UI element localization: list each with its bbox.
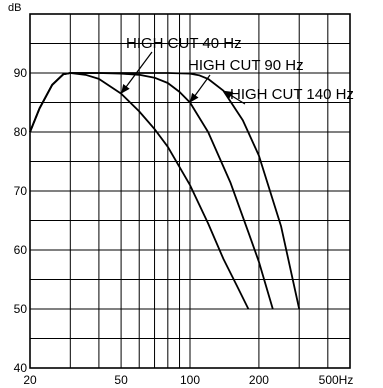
annotation-label-3: HIGH CUT 140 Hz xyxy=(230,86,354,103)
y-tick-labels: 40 50 60 70 80 90 xyxy=(14,66,28,375)
plot-frame xyxy=(29,13,351,369)
y-tick-label: 40 xyxy=(14,361,28,375)
annotation-arrowhead-3 xyxy=(223,90,234,99)
y-tick-label: 80 xyxy=(14,125,28,139)
y-tick-label: 70 xyxy=(14,184,28,198)
annotation-arrowhead-1 xyxy=(121,84,130,94)
x-tick-label: 200 xyxy=(249,373,269,387)
annotation-arrowhead-2 xyxy=(190,92,199,103)
response-curves xyxy=(29,72,301,310)
x-tick-label: 50 xyxy=(114,373,128,387)
x-tick-label: 100 xyxy=(180,373,200,387)
y-tick-label: 60 xyxy=(14,243,28,257)
series-line-3 xyxy=(29,72,301,310)
annotation-arrows xyxy=(120,51,246,105)
y-tick-label: 50 xyxy=(14,302,28,316)
plot-border xyxy=(29,13,351,369)
annotation-label-1: HIGH CUT 40 Hz xyxy=(126,35,242,52)
x-tick-label: 20 xyxy=(23,373,37,387)
annotation-label-2: HIGH CUT 90 Hz xyxy=(188,57,304,74)
x-tick-labels: 20 50 100 200 500Hz xyxy=(23,373,353,387)
annotation-labels: HIGH CUT 40 Hz HIGH CUT 90 Hz HIGH CUT 140… xyxy=(126,35,354,103)
x-tick-label: 500Hz xyxy=(319,373,354,387)
y-tick-label: 90 xyxy=(14,66,28,80)
y-unit-label: dB xyxy=(8,2,21,14)
